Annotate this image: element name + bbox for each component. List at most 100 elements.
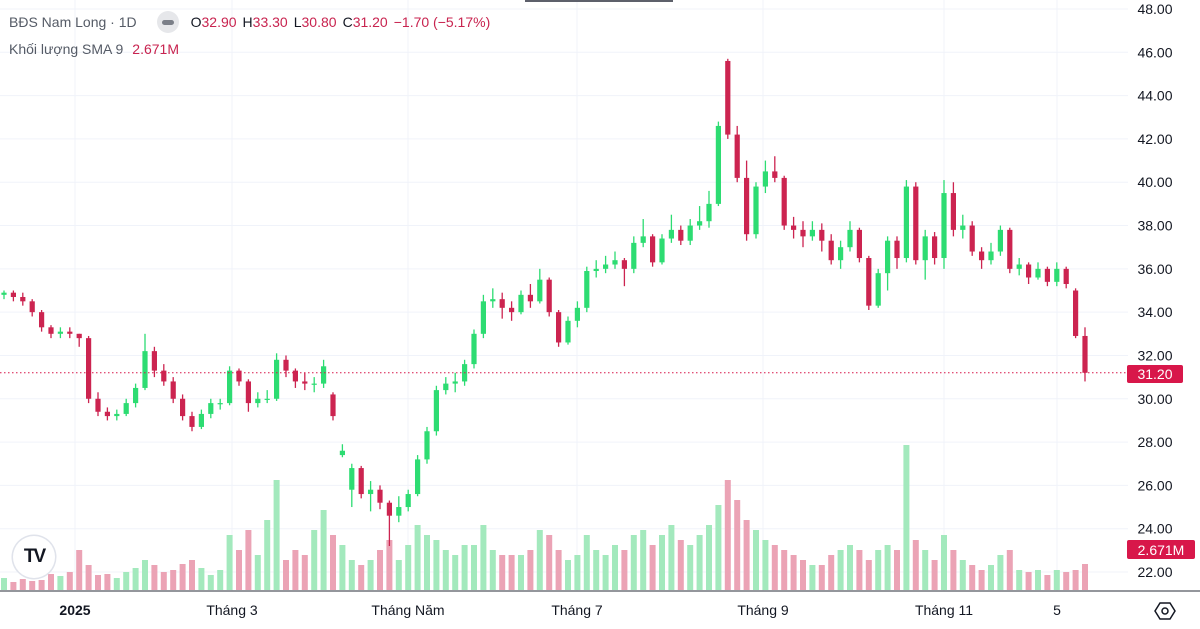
candle (1054, 262, 1060, 287)
candle (255, 392, 261, 408)
candle (1016, 258, 1022, 276)
price-axis[interactable]: 48.00 46.00 44.00 42.00 40.00 38.00 36.00 34.00… (1137, 1, 1172, 580)
volume-badge: 2.671M (1127, 540, 1195, 559)
candle-body (227, 370, 233, 404)
time-tick-label: Tháng 11 (915, 602, 973, 618)
volume-bar (649, 545, 656, 590)
candle-body (76, 333, 82, 339)
time-axis[interactable]: 2025 Tháng 3 Tháng Năm Tháng 7 Tháng 9 Tháng … (59, 602, 1061, 618)
candle-body (377, 489, 383, 503)
volume-bar (508, 555, 515, 590)
candle (264, 390, 270, 404)
volume-bar (489, 550, 496, 590)
candle (1044, 266, 1050, 287)
candle-body (274, 359, 280, 399)
candle-body (321, 366, 327, 384)
volume-indicator-title[interactable]: Khối lượng SMA 9 (9, 41, 124, 57)
candle-body (828, 240, 834, 261)
candle (941, 180, 947, 269)
tradingview-logo[interactable]: TV (13, 536, 55, 578)
volume-bar (536, 530, 543, 590)
volume-bar (189, 560, 195, 590)
candle (903, 180, 909, 263)
candle (358, 465, 364, 499)
volume-bar (546, 535, 553, 590)
volume-bar (988, 565, 994, 590)
candle-body (856, 229, 862, 259)
volume-bar (499, 555, 506, 590)
candle-body (311, 383, 317, 385)
candle (424, 426, 430, 464)
volume-bar (969, 565, 976, 590)
candle-body (885, 240, 891, 274)
candle-body (1082, 335, 1088, 373)
candle (377, 485, 383, 510)
candle (922, 229, 928, 280)
candle (1035, 262, 1041, 280)
volume-bar (10, 582, 17, 590)
candle (631, 236, 637, 274)
candle (565, 316, 571, 345)
volume-bar (828, 555, 835, 590)
volume-bar (1016, 570, 1023, 590)
volume-bar (38, 580, 45, 590)
volume-bar (762, 540, 769, 590)
candle-body (208, 403, 214, 414)
candles (1, 58, 1088, 547)
volume-bar (19, 579, 26, 590)
candle-body (396, 507, 402, 516)
candle (584, 266, 590, 313)
volume-bar (941, 535, 947, 590)
candle (650, 234, 656, 267)
candle (640, 219, 646, 248)
price-tick-label: 30.00 (1137, 391, 1172, 407)
high-value: 33.30 (252, 14, 288, 30)
candle (687, 219, 693, 246)
candle (875, 268, 881, 308)
volume-bar (1082, 564, 1088, 590)
candle (170, 377, 176, 404)
candle-body (86, 338, 92, 399)
time-tick-label: Tháng Năm (371, 602, 444, 618)
candle-body (847, 229, 853, 248)
volume-bar (151, 565, 158, 590)
candle (114, 409, 120, 421)
candle (471, 329, 477, 369)
price-tick-label: 26.00 (1137, 477, 1172, 493)
candle-body (217, 403, 223, 405)
candle-body (161, 370, 167, 382)
candle-body (800, 229, 806, 237)
candle-body (471, 333, 477, 365)
candle (123, 398, 129, 417)
volume-bar (395, 560, 402, 590)
candle-body (349, 468, 355, 490)
volume-bar (170, 570, 177, 590)
candle (612, 251, 618, 269)
candle (509, 301, 515, 321)
candle (819, 223, 825, 252)
candle (490, 288, 496, 308)
candle (678, 225, 684, 246)
candle-body (57, 331, 63, 334)
volume-bar (452, 555, 459, 590)
candle-body (697, 221, 703, 226)
candle-body (10, 292, 16, 297)
volume-bar (358, 565, 365, 590)
candle (960, 214, 966, 239)
candle-body (772, 171, 778, 178)
candle-body (650, 236, 656, 263)
hexagon-settings-icon[interactable] (1154, 600, 1176, 622)
candle-body (791, 225, 797, 230)
time-tick-label: Tháng 3 (206, 602, 258, 618)
volume-bar (160, 572, 167, 590)
hide-series-button[interactable] (156, 11, 179, 33)
candle-body (838, 247, 844, 261)
symbol-title[interactable]: BĐS Nam Long · 1D (9, 14, 137, 30)
candle (706, 190, 712, 228)
candle-body (809, 229, 815, 237)
candle-body (631, 242, 637, 269)
candle-body (969, 225, 975, 252)
volume-bar (706, 525, 712, 590)
candle-body (104, 411, 110, 417)
